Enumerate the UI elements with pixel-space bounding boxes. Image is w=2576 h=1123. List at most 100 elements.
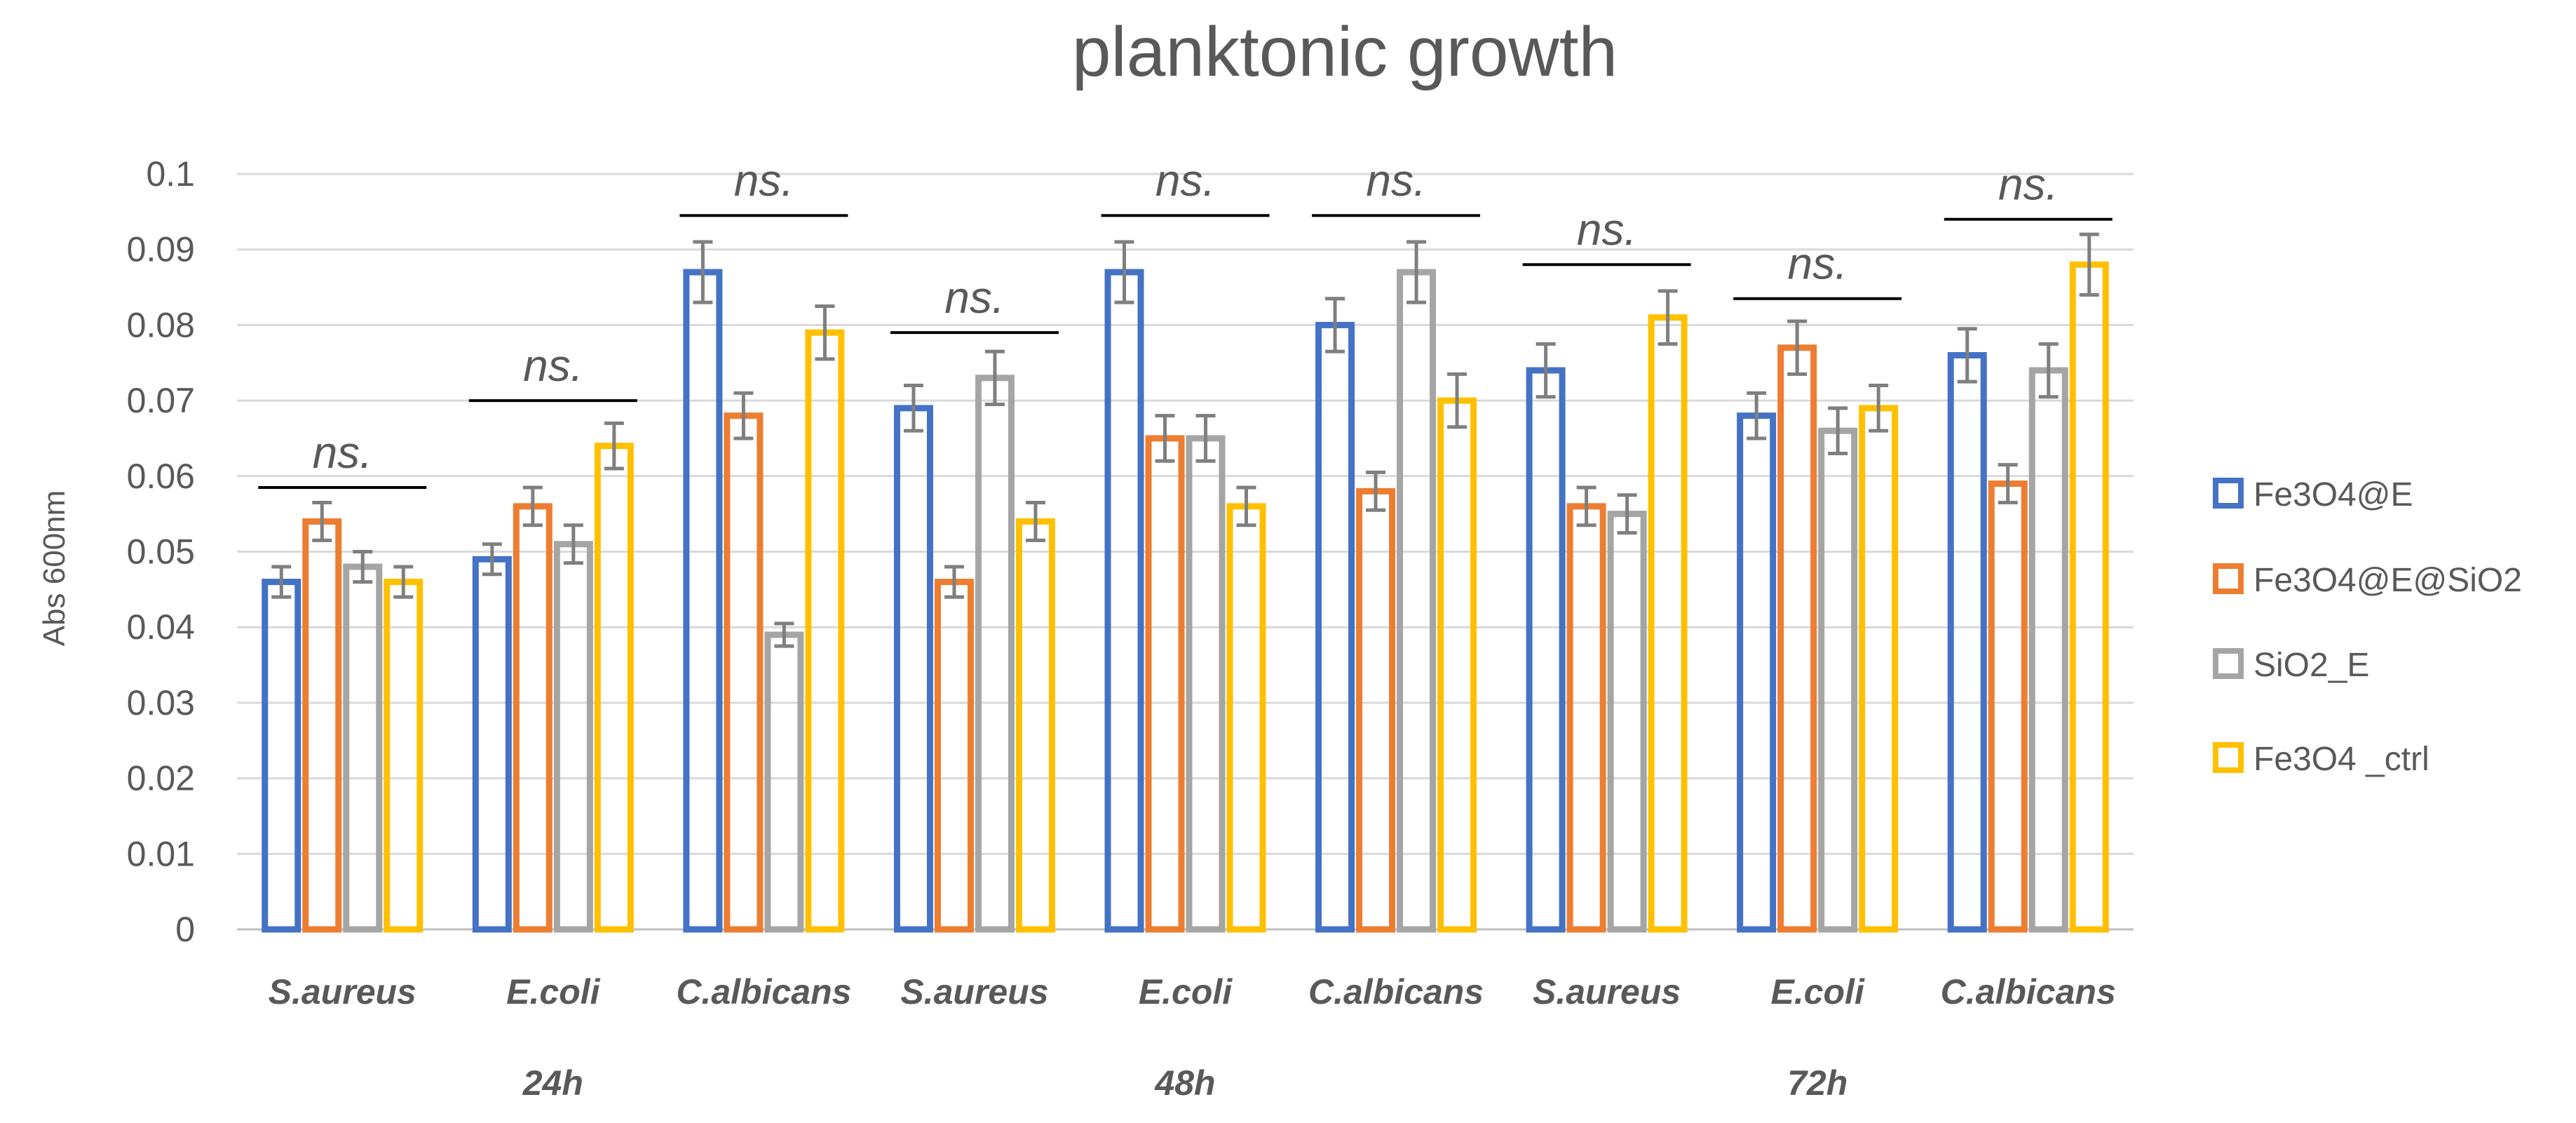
bar (262, 579, 301, 933)
x-category-labels: S.aureus E.coli C.albicans S.aureus E.coli C.… (269, 972, 2116, 1011)
error-bar (733, 391, 754, 441)
y-tick-label: 0.03 (127, 683, 195, 722)
legend: Fe3O4@E Fe3O4@E@SiO2 SiO2_E Fe3O4 _ctrl (2213, 476, 2522, 778)
error-bar (2079, 232, 2099, 297)
error-bar (393, 565, 414, 599)
bar (934, 579, 974, 933)
y-tick-label: 0.06 (127, 457, 195, 496)
error-bar (522, 485, 543, 527)
y-tick-label: 0.02 (127, 759, 195, 798)
ns-label: ns. (1787, 238, 1847, 289)
ns-label: ns. (1155, 155, 1215, 206)
bar (805, 329, 845, 933)
error-bar (944, 565, 964, 599)
bar (1145, 435, 1185, 933)
y-tick-label: 0.09 (127, 230, 195, 269)
bar (1947, 351, 1987, 933)
bar (1988, 480, 2028, 933)
legend-label: Fe3O4 _ctrl (2253, 741, 2429, 778)
bar (1397, 269, 1437, 933)
ns-label: ns. (1577, 204, 1636, 255)
error-bar (1957, 327, 1977, 384)
bar (683, 269, 723, 933)
bar (1607, 511, 1647, 933)
x-category-label: E.coli (506, 972, 600, 1011)
legend-label: Fe3O4@E@SiO2 (2253, 562, 2522, 599)
error-bar (482, 542, 502, 577)
x-category-label: E.coli (1139, 972, 1233, 1011)
error-bar (1617, 493, 1637, 535)
x-group-labels: 24h 48h 72h (522, 1063, 1848, 1103)
error-bar (563, 523, 583, 565)
ns-label: ns. (523, 340, 583, 391)
error-bar (1536, 342, 1556, 399)
bar (1186, 435, 1226, 933)
bar (302, 518, 342, 933)
bar (1226, 503, 1266, 933)
ns-label: ns. (1366, 155, 1425, 206)
x-category-label: C.albicans (1941, 972, 2116, 1011)
error-bar (1366, 470, 1386, 512)
y-tick-label: 0.07 (127, 381, 195, 420)
legend-item: Fe3O4 _ctrl (2213, 741, 2429, 778)
legend-item: Fe3O4@E@SiO2 (2213, 562, 2522, 599)
error-bar (1195, 414, 1216, 463)
x-category-label: S.aureus (269, 972, 416, 1011)
ns-label: ns. (734, 155, 794, 206)
legend-swatch (2213, 648, 2244, 679)
legend-item: SiO2_E (2213, 647, 2369, 684)
legend-item: Fe3O4@E (2213, 476, 2413, 513)
error-bar (1447, 372, 1467, 429)
error-bar (1025, 500, 1045, 542)
bar (764, 631, 804, 933)
x-category-label: C.albicans (1308, 972, 1484, 1011)
bar (1859, 405, 1899, 933)
legend-label: Fe3O4@E (2253, 476, 2413, 513)
y-tick-label: 0.08 (127, 305, 195, 344)
error-bar (774, 621, 794, 648)
error-bar (353, 550, 373, 584)
error-bar (984, 349, 1005, 406)
chart-title: planktonic growth (1072, 13, 1618, 91)
error-bars (271, 232, 2099, 648)
x-category-label: C.albicans (676, 972, 851, 1011)
bar (1356, 487, 1396, 933)
x-category-label: S.aureus (900, 972, 1048, 1011)
ns-annotations: ns. ns. ns. ns. ns. ns. ns. ns. ns. (258, 155, 2113, 489)
error-bar (604, 421, 624, 471)
bar (594, 443, 634, 933)
bar (553, 541, 593, 933)
error-bar (312, 500, 332, 542)
bar (1526, 367, 1566, 933)
bar (513, 503, 553, 933)
legend-swatch (2213, 742, 2244, 773)
y-tick-label: 0.05 (127, 532, 195, 572)
ns-label: ns. (1998, 159, 2058, 210)
bar (1777, 344, 1817, 933)
ns-label: ns. (944, 272, 1004, 323)
error-bar (2038, 342, 2059, 399)
error-bar (1828, 406, 1848, 455)
error-bar (1406, 240, 1427, 304)
bar (1648, 314, 1688, 933)
legend-label: SiO2_E (2253, 647, 2369, 684)
bar (2069, 261, 2109, 933)
y-tick-label: 0.1 (146, 154, 195, 194)
x-category-label: S.aureus (1533, 972, 1681, 1011)
legend-swatch (2213, 478, 2244, 509)
bar (384, 579, 423, 933)
x-group-label: 48h (1154, 1063, 1215, 1103)
bar (975, 375, 1015, 933)
error-bar (1236, 485, 1256, 527)
y-axis-label: Abs 600nm (37, 490, 72, 647)
error-bar (1325, 297, 1345, 354)
bar (1015, 518, 1055, 933)
error-bar (1787, 319, 1808, 376)
x-category-label: E.coli (1770, 972, 1864, 1011)
bar (343, 563, 383, 933)
error-bar (1658, 289, 1678, 346)
bar (1566, 503, 1606, 933)
error-bar (1747, 391, 1767, 441)
y-tick-label: 0 (175, 910, 195, 949)
